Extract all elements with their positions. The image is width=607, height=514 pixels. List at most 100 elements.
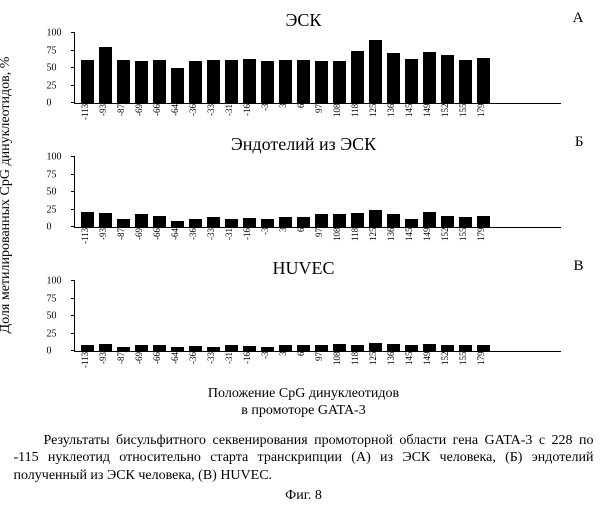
x-tick-label: 136 — [386, 104, 399, 132]
bar — [477, 216, 490, 227]
x-tick-label: 97 — [314, 104, 327, 132]
y-tick-label: 25 — [47, 328, 57, 339]
x-tick-label: 118 — [350, 352, 363, 380]
y-tick-label: 25 — [47, 80, 57, 91]
bar — [351, 51, 364, 104]
y-tick-label: 100 — [47, 152, 62, 163]
x-labels-row: -113-93-87-69-66-64-36-33-31-16-33697108… — [74, 104, 594, 132]
bar — [369, 210, 382, 227]
bar — [279, 345, 292, 351]
x-tick-label: 3 — [278, 352, 291, 380]
x-tick-label: 108 — [332, 228, 345, 256]
bar — [279, 60, 292, 103]
bar — [315, 345, 328, 351]
bar — [135, 214, 148, 227]
y-tick-mark — [71, 85, 75, 86]
x-tick-label: -66 — [152, 352, 165, 380]
x-tick-label: 155 — [458, 352, 471, 380]
x-tick-label: -87 — [116, 104, 129, 132]
y-tick-mark — [71, 67, 75, 68]
y-tick-label: 75 — [47, 45, 57, 56]
bar — [189, 219, 202, 227]
bar — [441, 345, 454, 351]
panel-title: HUVEC — [14, 258, 594, 279]
x-tick-label: 145 — [404, 352, 417, 380]
x-tick-label: 145 — [404, 104, 417, 132]
y-tick-mark — [71, 50, 75, 51]
y-tick-mark — [71, 280, 75, 281]
bar — [225, 219, 238, 227]
bar — [297, 60, 310, 103]
x-labels-row: -113-93-87-69-66-64-36-33-31-16-33697108… — [74, 228, 594, 256]
x-axis-caption-line1: Положение CpG динуклеотидов — [208, 386, 399, 401]
bar — [171, 68, 184, 103]
bar — [333, 61, 346, 103]
y-tick-mark — [71, 209, 75, 210]
y-tick-mark — [71, 102, 75, 103]
x-tick-label: -33 — [206, 104, 219, 132]
bar — [351, 213, 364, 227]
x-tick-label: 108 — [332, 352, 345, 380]
x-tick-label: 97 — [314, 228, 327, 256]
x-tick-label: -64 — [170, 228, 183, 256]
bar — [153, 216, 166, 227]
y-tick-label: 0 — [47, 98, 52, 109]
y-tick-mark — [71, 191, 75, 192]
x-labels-row: -113-93-87-69-66-64-36-33-31-16-33697108… — [74, 352, 594, 380]
y-axis-label: Доля метилированных CpG динуклеотидов, % — [0, 57, 14, 334]
x-tick-label: 149 — [422, 104, 435, 132]
x-tick-label: -66 — [152, 104, 165, 132]
x-tick-label: -36 — [188, 104, 201, 132]
x-tick-label: -16 — [242, 352, 255, 380]
bar — [135, 345, 148, 351]
bar — [261, 219, 274, 227]
x-tick-label: 179 — [476, 104, 489, 132]
x-tick-label: -87 — [116, 228, 129, 256]
bar — [387, 53, 400, 103]
bar — [81, 60, 94, 103]
bar — [99, 213, 112, 227]
bar — [477, 345, 490, 351]
x-tick-label: 125 — [368, 352, 381, 380]
bar — [117, 347, 130, 351]
x-tick-label: 145 — [404, 228, 417, 256]
y-tick-mark — [71, 226, 75, 227]
x-tick-label: 149 — [422, 228, 435, 256]
y-tick-mark — [71, 315, 75, 316]
bar — [243, 59, 256, 103]
bar — [189, 346, 202, 351]
bar — [189, 61, 202, 103]
y-tick-label: 0 — [47, 222, 52, 233]
x-tick-label: -93 — [98, 228, 111, 256]
bar — [207, 217, 220, 227]
x-tick-label: -3 — [260, 104, 273, 132]
x-tick-label: -31 — [224, 104, 237, 132]
plot-area: 0255075100 — [74, 281, 561, 352]
figure-label: Фиг. 8 — [14, 488, 594, 504]
chart-wrap: 0255075100-113-93-87-69-66-64-36-33-31-1… — [74, 157, 594, 256]
x-tick-label: 152 — [440, 352, 453, 380]
x-tick-label: -87 — [116, 352, 129, 380]
y-tick-label: 75 — [47, 293, 57, 304]
bar — [279, 217, 292, 227]
bar — [153, 345, 166, 351]
x-tick-label: -31 — [224, 228, 237, 256]
x-tick-label: 6 — [296, 352, 309, 380]
bar — [243, 346, 256, 351]
x-tick-label: -3 — [260, 228, 273, 256]
chart-panel: ЭСКА0255075100-113-93-87-69-66-64-36-33-… — [14, 10, 594, 132]
bar — [315, 214, 328, 227]
bar — [459, 217, 472, 227]
bar — [387, 214, 400, 227]
x-tick-label: -16 — [242, 104, 255, 132]
x-tick-label: -113 — [80, 228, 93, 256]
bar — [261, 61, 274, 103]
x-tick-label: -33 — [206, 228, 219, 256]
x-tick-label: 97 — [314, 352, 327, 380]
bar — [153, 60, 166, 103]
y-tick-mark — [71, 174, 75, 175]
bar — [459, 60, 472, 103]
y-tick-mark — [71, 350, 75, 351]
panel-letter: А — [573, 10, 584, 27]
y-tick-label: 50 — [47, 187, 57, 198]
